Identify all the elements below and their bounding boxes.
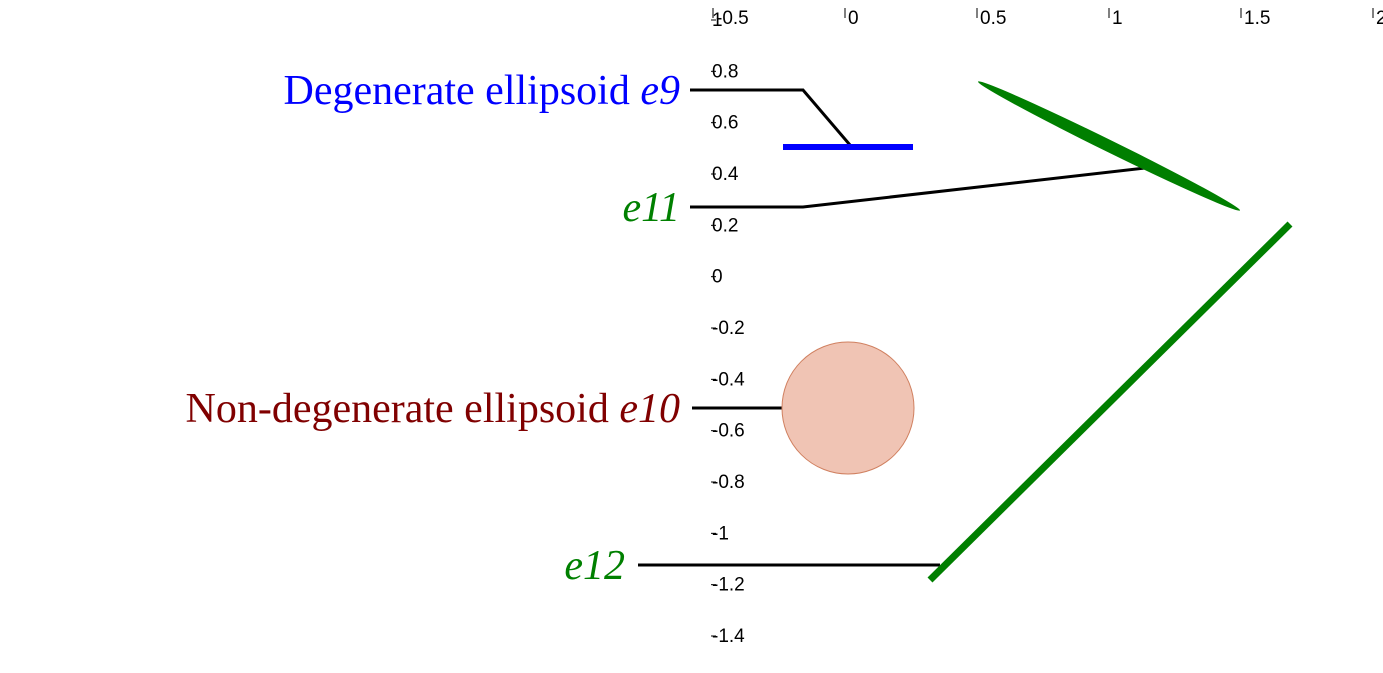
ellipsoid-e10 xyxy=(781,341,915,475)
annotation-text: Non-degenerate ellipsoid xyxy=(186,386,620,432)
y-tick-label: 0.4 xyxy=(712,164,739,185)
annotation: e12 xyxy=(564,543,625,589)
annotation: Degenerate ellipsoid e9 xyxy=(283,68,680,114)
x-tick-label: -0.5 xyxy=(716,8,749,29)
ellipsoid-e11 xyxy=(977,81,1241,211)
y-tick-label: -1.2 xyxy=(712,575,745,596)
y-tick-label: 0 xyxy=(712,267,723,288)
y-tick-label: 0.2 xyxy=(712,215,738,236)
annotation: e11 xyxy=(622,185,680,231)
annotation-id: e12 xyxy=(564,543,625,589)
y-tick-label: -0.4 xyxy=(712,369,745,390)
y-tick-label: -0.2 xyxy=(712,318,745,339)
x-tick-label: 0.5 xyxy=(980,8,1006,29)
annotation-id: e11 xyxy=(622,185,680,231)
annotation-text: Degenerate ellipsoid xyxy=(283,68,640,114)
ellipsoid-e12 xyxy=(927,221,1293,583)
annotation-id: e9 xyxy=(640,68,680,114)
y-tick-label: -0.6 xyxy=(712,421,745,442)
y-tick-label: 0.8 xyxy=(712,61,738,82)
leader-e9 xyxy=(690,88,852,146)
x-tick-label: 2 xyxy=(1376,8,1383,29)
y-tick-label: -1 xyxy=(712,523,729,544)
annotation: Non-degenerate ellipsoid e10 xyxy=(186,386,681,432)
leaders xyxy=(638,88,1146,567)
y-tick-label: 0.6 xyxy=(712,113,738,134)
annotation-id: e10 xyxy=(619,386,680,432)
x-tick-label: 1.5 xyxy=(1244,8,1270,29)
y-tick-label: -0.8 xyxy=(712,472,745,493)
y-tick-label: 1 xyxy=(712,10,723,31)
x-tick-label: 1 xyxy=(1112,8,1123,29)
x-tick-label: 0 xyxy=(848,8,859,29)
leader-e11 xyxy=(690,166,1146,209)
y-tick-label: -1.4 xyxy=(712,626,745,647)
